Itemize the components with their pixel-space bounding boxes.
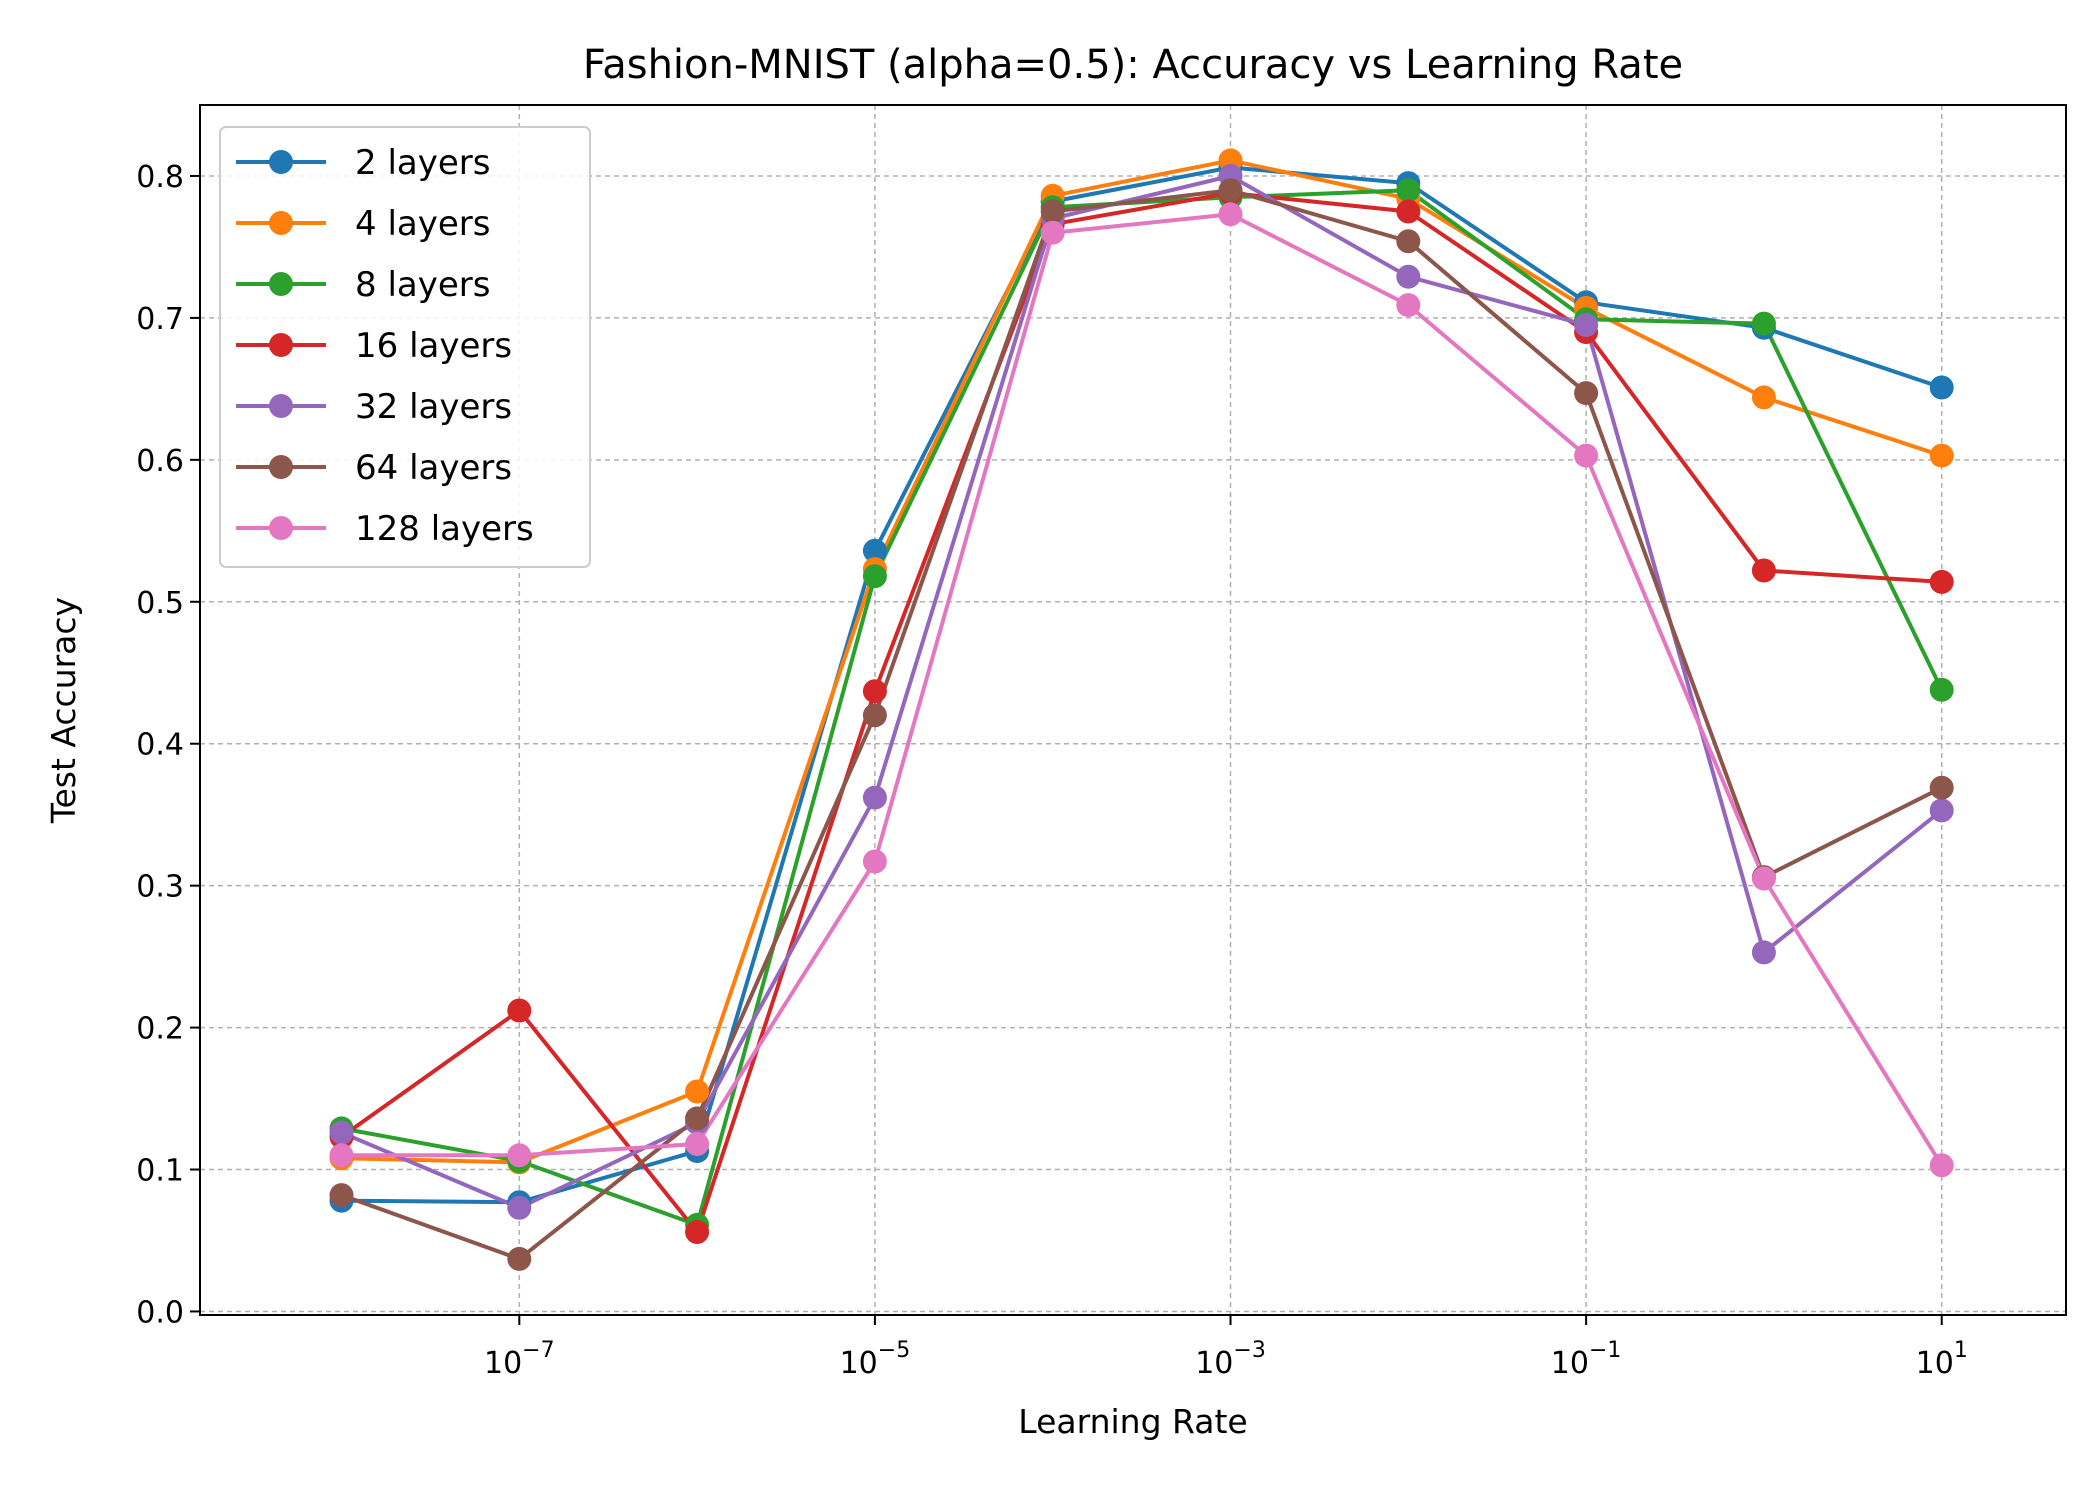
data-point (862, 785, 887, 810)
series-line-1 (341, 158, 1943, 1165)
data-point (685, 1106, 710, 1131)
data-point (862, 703, 887, 728)
legend-marker (269, 455, 293, 479)
series-line-5 (340, 188, 1943, 1261)
data-point (1396, 178, 1421, 203)
x-tick-label-base: 10 (1195, 1346, 1233, 1381)
data-point (329, 1183, 354, 1208)
y-tick-label: 0.1 (136, 1154, 184, 1189)
y-axis-ticks: 0.0 0.1 0.2 0.3 0.4 0.5 0.6 0.7 0.8 (136, 160, 200, 1330)
legend-label: 2 layers (355, 143, 490, 183)
x-tick-label: 10−3 (1195, 1338, 1266, 1381)
data-point (862, 679, 887, 704)
data-point (1218, 178, 1243, 203)
legend-label: 8 layers (355, 265, 490, 305)
chart-title: Fashion-MNIST (alpha=0.5): Accuracy vs L… (583, 42, 1683, 88)
x-tick-label-exponent: −7 (522, 1338, 554, 1363)
legend-label: 32 layers (355, 387, 512, 427)
legend-box (219, 126, 591, 568)
data-point (1396, 293, 1421, 318)
y-tick-label: 0.8 (136, 160, 184, 195)
data-point (507, 1143, 532, 1168)
x-tick-label: 10−5 (840, 1338, 911, 1381)
data-point (507, 1246, 532, 1271)
series-markers (329, 148, 1954, 1271)
data-point (1929, 798, 1954, 823)
data-point (1929, 677, 1954, 702)
data-point (1574, 443, 1599, 468)
x-axis-ticks: 10−7 10−5 10−3 10−1 101 (484, 1315, 1968, 1381)
data-point (685, 1132, 710, 1156)
x-tick-label-base: 10 (484, 1346, 522, 1381)
x-tick-label-base: 10 (840, 1346, 878, 1381)
data-point (1396, 229, 1421, 254)
data-point (1751, 940, 1776, 965)
data-point (862, 564, 887, 589)
data-point (1751, 866, 1776, 891)
y-tick-label: 0.5 (136, 586, 184, 621)
legend-label: 64 layers (355, 448, 512, 488)
data-point (1929, 569, 1954, 594)
legend-label: 4 layers (355, 204, 490, 244)
x-tick-label: 101 (1916, 1338, 1968, 1381)
legend-marker (269, 272, 293, 296)
legend-label: 16 layers (355, 326, 512, 366)
series-line-6 (341, 212, 1944, 1167)
data-point (1929, 775, 1954, 800)
data-point (329, 1120, 354, 1145)
data-point (329, 1143, 354, 1168)
x-tick-label-exponent: −5 (878, 1338, 910, 1363)
y-tick-label: 0.3 (136, 870, 184, 905)
data-point (1574, 381, 1599, 406)
x-tick-label-exponent: −1 (1589, 1338, 1621, 1363)
x-tick-label: 10−7 (484, 1338, 555, 1381)
plot-frame (199, 104, 2067, 1316)
data-point (685, 1079, 710, 1104)
data-point (1040, 199, 1065, 224)
legend-marker (269, 333, 293, 357)
data-point (1396, 199, 1421, 224)
y-tick-label: 0.0 (136, 1295, 184, 1330)
x-tick-label-exponent: 1 (1954, 1338, 1968, 1363)
legend-label: 128 layers (355, 509, 534, 549)
y-tick-label: 0.2 (136, 1012, 184, 1047)
x-tick-label-base: 10 (1551, 1346, 1589, 1381)
data-point (1574, 313, 1599, 337)
data-point (1929, 375, 1954, 400)
x-tick-label-base: 10 (1916, 1346, 1954, 1381)
data-point (862, 538, 887, 563)
legend-marker (269, 394, 293, 418)
x-tick-label: 10−1 (1551, 1338, 1622, 1381)
legend-marker (269, 211, 293, 235)
data-point (1751, 558, 1776, 583)
legend-marker (269, 150, 293, 174)
data-point (507, 998, 532, 1023)
legend-marker (269, 516, 293, 540)
y-tick-label: 0.4 (136, 728, 184, 763)
data-point (862, 849, 887, 874)
data-point (1929, 1153, 1954, 1178)
legend: 2 layers 4 layers 8 layers 16 layers 32 laye… (219, 126, 591, 568)
series-lines (340, 158, 1944, 1261)
x-tick-label-exponent: −3 (1233, 1338, 1265, 1363)
data-point (685, 1220, 710, 1244)
y-tick-label: 0.7 (136, 302, 184, 337)
series-line-3 (340, 191, 1942, 1234)
y-tick-label: 0.6 (136, 444, 184, 479)
data-point (1396, 264, 1421, 289)
data-point (1929, 443, 1954, 468)
data-point (1751, 311, 1776, 336)
data-point (1751, 385, 1776, 410)
series-line-0 (341, 165, 1943, 1205)
x-axis-label: Learning Rate (1018, 1402, 1247, 1441)
data-point (507, 1195, 532, 1220)
data-point (1218, 202, 1243, 227)
y-axis-label: Test Accuracy (44, 597, 83, 824)
data-point (1040, 220, 1065, 245)
